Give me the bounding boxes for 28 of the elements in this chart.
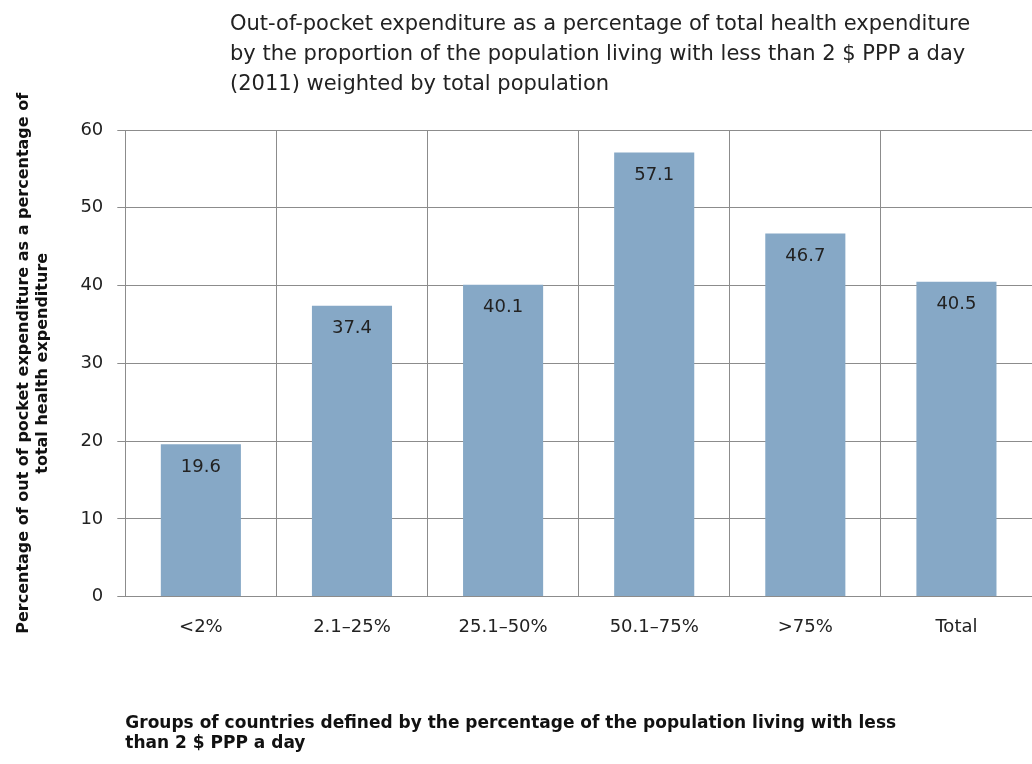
y-axis-title: Percentage of out of pocket expenditure as a percentage of total health expenditure (12, 91, 51, 634)
chart-title: Out-of-pocket expenditure as a percentage of total health expenditure by the proportion of the population living with less than 2 $ PPP a day (2011) weighted by total population (230, 10, 972, 97)
y-tick-label: 20 (80, 428, 104, 450)
data-label: 40.5 (936, 292, 977, 314)
bar (916, 281, 997, 597)
y-tick-label: 10 (80, 506, 104, 528)
bar (765, 233, 846, 597)
y-tick-label: 60 (80, 117, 104, 139)
bar (160, 444, 241, 597)
data-label: 37.4 (331, 316, 373, 338)
y-tick-label: 0 (91, 584, 104, 606)
data-label: 57.1 (634, 163, 675, 185)
x-tick-label: 25.1–50% (458, 615, 548, 637)
x-tick-label: <2% (179, 615, 223, 637)
x-tick-label: 50.1–75% (609, 615, 699, 637)
x-axis-title: Groups of countries defined by the percentage of the population living with less than 2 $ PPP a day (125, 711, 897, 753)
bar (311, 305, 393, 597)
x-tick-label: Total (934, 615, 978, 637)
bar (614, 152, 695, 597)
data-label: 19.6 (180, 454, 221, 476)
data-label: 40.1 (483, 295, 524, 317)
y-tick-label: 50 (80, 195, 104, 217)
data-label: 46.7 (785, 244, 826, 266)
y-tick-label: 30 (80, 350, 104, 372)
bar (463, 284, 544, 597)
x-tick-label: >75% (777, 615, 833, 637)
x-tick-label: 2.1–25% (313, 615, 391, 637)
y-tick-label: 40 (80, 273, 104, 295)
